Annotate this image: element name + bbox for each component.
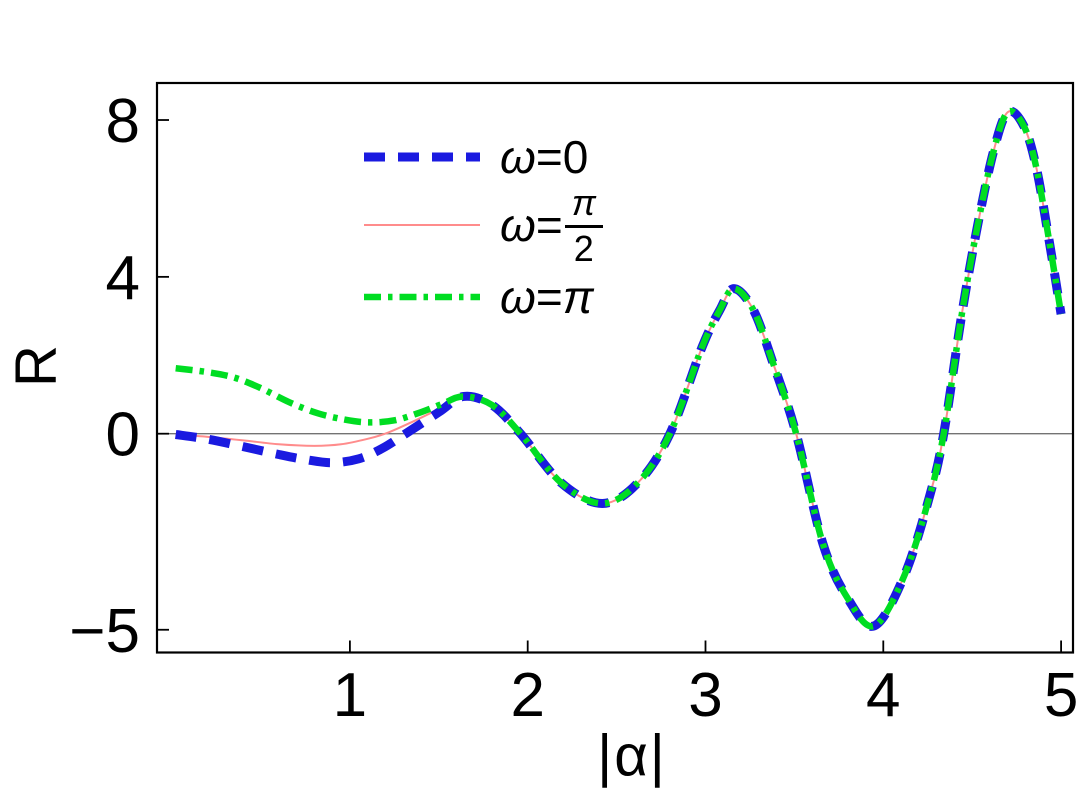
x-tick-label: 5 bbox=[1044, 661, 1078, 730]
legend-equals: = bbox=[535, 271, 563, 323]
x-tick-label: 1 bbox=[333, 661, 367, 730]
legend-value: 0 bbox=[562, 131, 589, 183]
legend-value: π bbox=[562, 271, 594, 323]
y-tick-label: 4 bbox=[106, 244, 140, 313]
legend-label-omega-pi: ω = π bbox=[500, 274, 594, 320]
x-tick-label: 2 bbox=[510, 661, 544, 730]
legend-equals: = bbox=[535, 131, 563, 183]
x-tick-label: 4 bbox=[866, 661, 900, 730]
legend-omega-glyph: ω bbox=[500, 271, 536, 323]
legend-row-omega-pi: ω = π bbox=[362, 274, 594, 320]
legend-sample-omega-pi-over-2 bbox=[364, 224, 480, 226]
curve-omega-pi-over-2 bbox=[175, 110, 1063, 628]
legend-sample-omega-pi bbox=[364, 293, 480, 301]
legend-label-omega-pi-over-2: ω = π 2 bbox=[500, 183, 603, 267]
curve-omega-0 bbox=[175, 106, 1066, 631]
legend-row-omega-0: ω = 0 bbox=[362, 134, 588, 180]
y-tick-label: 0 bbox=[106, 401, 140, 470]
curve-omega-pi bbox=[175, 107, 1065, 630]
x-axis-label: |α| bbox=[597, 723, 667, 789]
y-tick-label: 8 bbox=[106, 87, 140, 156]
x-tick-label: 3 bbox=[688, 661, 722, 730]
y-tick-label: −5 bbox=[69, 597, 140, 666]
fraction-denominator: 2 bbox=[573, 228, 594, 269]
fraction-numerator: π bbox=[564, 183, 603, 228]
legend-sample-omega-0 bbox=[364, 152, 480, 162]
legend-omega-glyph: ω bbox=[500, 131, 536, 183]
legend-equals: = bbox=[535, 199, 563, 251]
plot-frame bbox=[155, 81, 1075, 654]
y-axis-label: R bbox=[3, 345, 69, 387]
legend-omega-glyph: ω bbox=[500, 199, 536, 251]
legend-label-omega-0: ω = 0 bbox=[500, 134, 588, 180]
legend-row-omega-pi-over-2: ω = π 2 bbox=[362, 183, 603, 267]
